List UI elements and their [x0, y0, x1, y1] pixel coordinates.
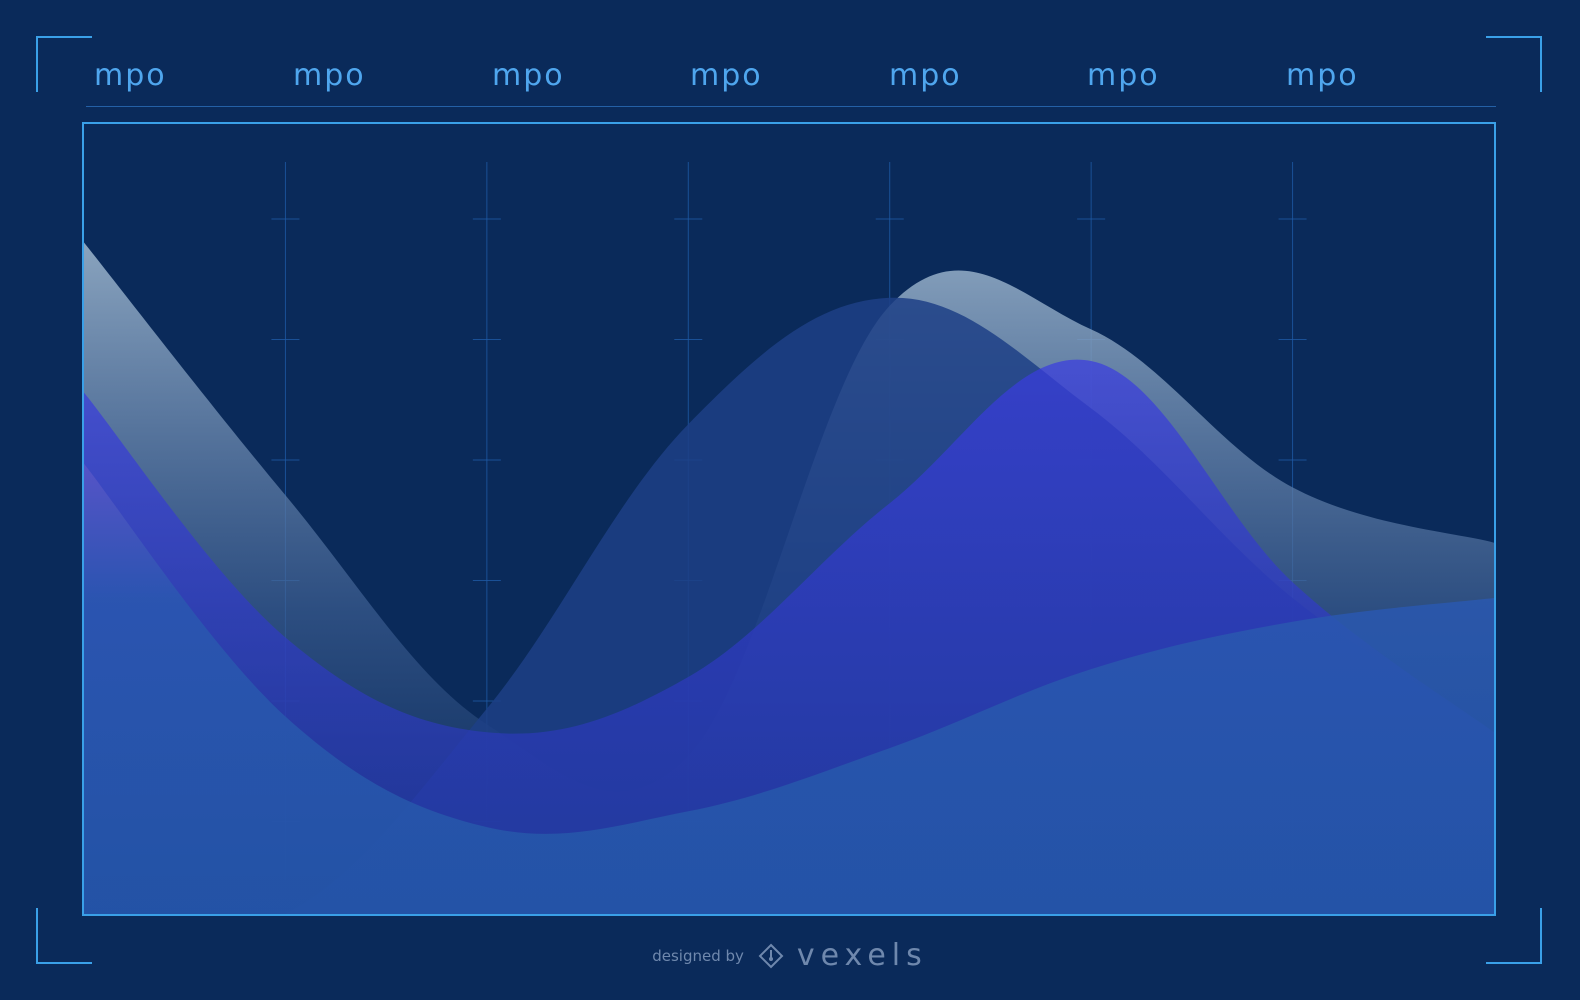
- column-label: mpo: [1087, 58, 1160, 93]
- credit-prefix: designed by: [652, 946, 744, 965]
- credit-footer: designed by vexels: [0, 938, 1580, 978]
- series-areas: [84, 242, 1494, 914]
- chart-frame: [82, 122, 1496, 916]
- area-chart: [84, 162, 1494, 914]
- vexels-logo-icon: [758, 943, 784, 968]
- column-label: mpo: [94, 58, 167, 93]
- credit-brand: vexels: [796, 938, 928, 973]
- corner-bracket-bottom-right: [1486, 908, 1542, 964]
- corner-bracket-bottom-left: [36, 908, 92, 964]
- series-area-4: [84, 463, 1494, 914]
- header-divider: [86, 106, 1496, 107]
- corner-bracket-top-left: [36, 36, 92, 92]
- column-label: mpo: [690, 58, 763, 93]
- column-label: mpo: [492, 58, 565, 93]
- column-label: mpo: [889, 58, 962, 93]
- column-header-labels: mpo mpo mpo mpo mpo mpo mpo: [0, 58, 1580, 104]
- corner-bracket-top-right: [1486, 36, 1542, 92]
- column-label: mpo: [293, 58, 366, 93]
- column-label: mpo: [1286, 58, 1359, 93]
